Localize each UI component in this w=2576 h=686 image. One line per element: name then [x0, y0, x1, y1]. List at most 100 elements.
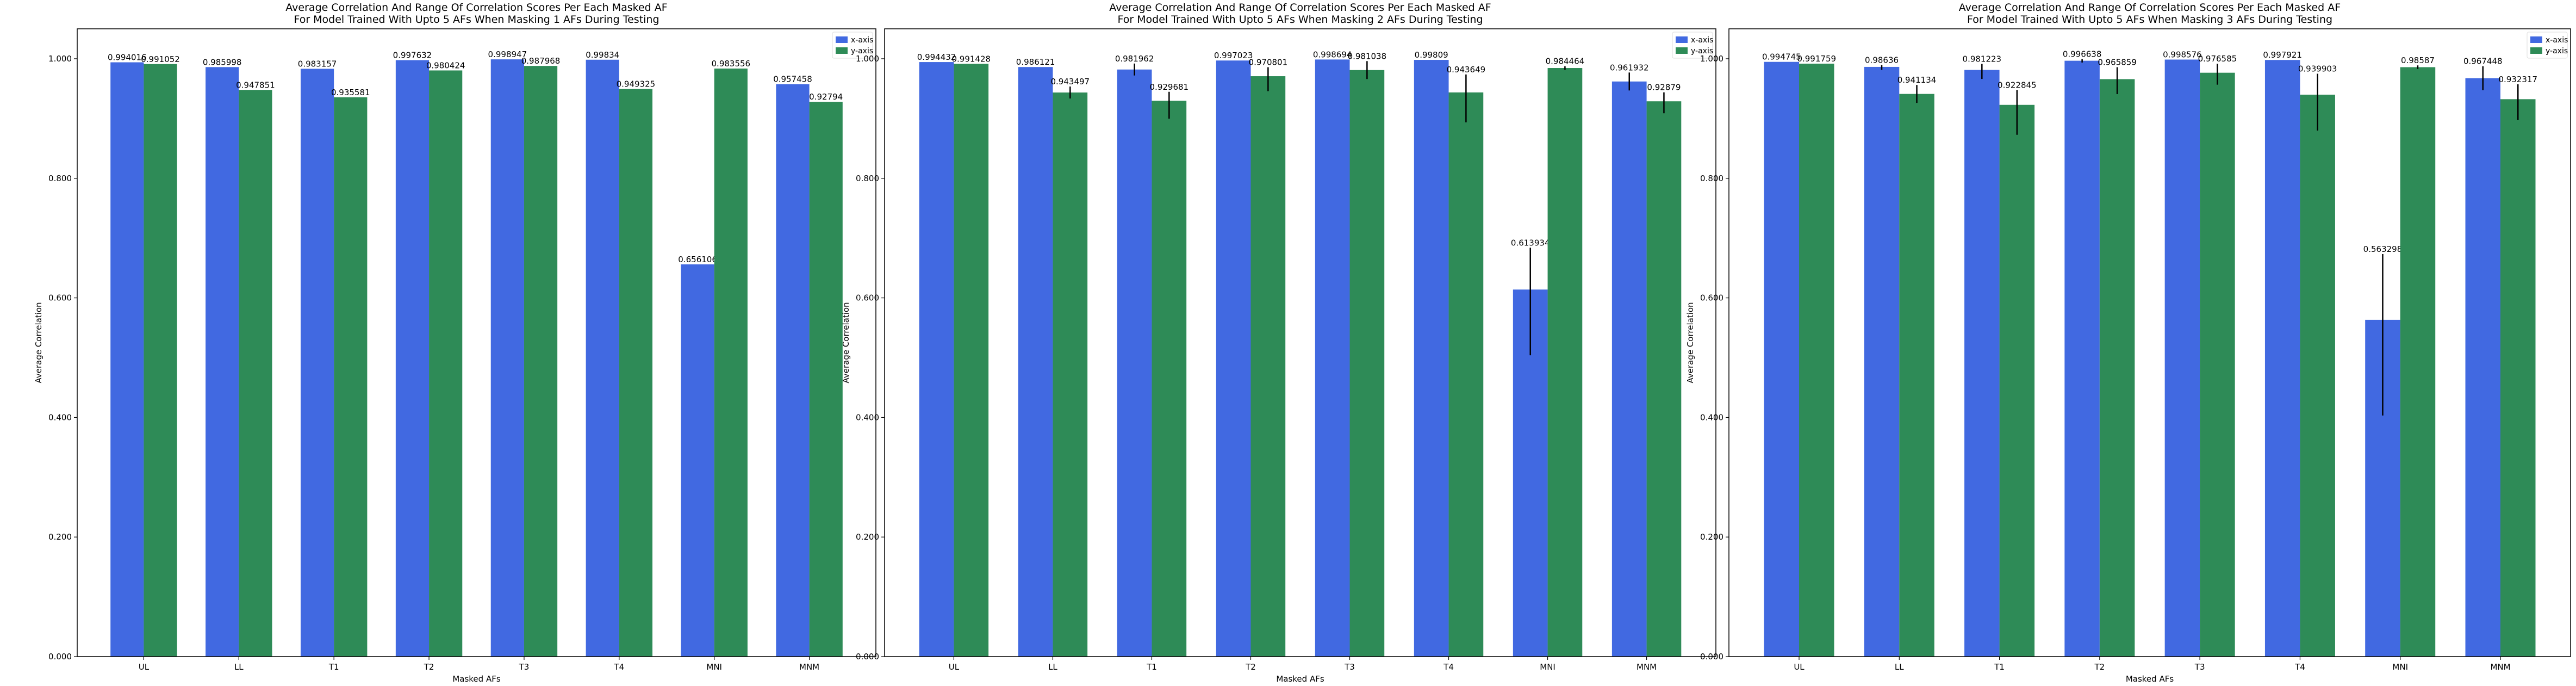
bar-x-ll: [206, 67, 239, 657]
bar-x-t4: [586, 59, 619, 657]
data-label: 0.98587: [2401, 55, 2435, 65]
bar-y-t4: [1448, 92, 1484, 657]
bar-x-mnm: [776, 84, 810, 657]
y-tick-label: 0.600: [1700, 293, 1723, 303]
x-axis-label: Masked AFs: [452, 674, 501, 684]
data-label: 0.998694: [1313, 50, 1352, 59]
bar-y-t1: [334, 97, 368, 657]
bar-y-mnm: [1646, 101, 1682, 657]
x-tick-label: T4: [1443, 662, 1454, 672]
x-tick-label: T1: [1146, 662, 1157, 672]
bar-x-t1: [1964, 70, 2000, 657]
x-tick-label: MNI: [1540, 662, 1555, 672]
legend-label: y-axis: [2546, 47, 2568, 55]
data-label: 0.943497: [1051, 77, 1090, 86]
y-tick-label: 1.000: [48, 54, 72, 64]
bar-y-t3: [1349, 70, 1385, 657]
legend: x-axis y-axis: [2527, 32, 2568, 59]
x-tick-label: UL: [949, 662, 960, 672]
x-tick-label: MNM: [799, 662, 819, 672]
x-tick-label: UL: [139, 662, 150, 672]
legend-swatch: [2530, 47, 2542, 54]
bar-y-ll: [1053, 92, 1088, 657]
y-tick-label: 0.600: [48, 293, 72, 303]
x-axis-label: Masked AFs: [1276, 674, 1324, 684]
data-label: 0.987968: [521, 56, 561, 66]
y-axis-label: Average Correlation: [34, 302, 43, 383]
data-label: 0.986121: [1016, 57, 1055, 67]
legend-swatch: [836, 36, 848, 43]
data-label: 0.656106: [678, 255, 717, 264]
bar-y-t3: [2200, 72, 2235, 657]
data-label: 0.981223: [1963, 54, 2002, 64]
y-tick-label: 1.000: [856, 54, 879, 64]
data-label: 0.563298: [2363, 244, 2403, 254]
x-tick-label: T3: [1344, 662, 1355, 672]
legend-label: x-axis: [1691, 36, 1713, 45]
data-label: 0.932317: [2498, 75, 2537, 84]
bar-x-ll: [1018, 67, 1053, 657]
bar-x-t3: [1315, 59, 1350, 657]
legend-label: y-axis: [851, 47, 873, 55]
data-label: 0.998576: [2163, 50, 2202, 60]
data-label: 0.613934: [1511, 238, 1550, 248]
bar-y-t4: [2300, 95, 2335, 657]
x-tick-label: T3: [519, 662, 530, 672]
y-tick-label: 0.000: [48, 652, 72, 662]
data-label: 0.981038: [1348, 51, 1387, 61]
data-label: 0.997632: [393, 51, 432, 60]
y-tick-label: 0.400: [856, 412, 879, 422]
data-label: 0.991052: [141, 54, 180, 64]
y-tick-label: 0.000: [856, 652, 879, 662]
x-tick-label: T4: [613, 662, 624, 672]
data-label: 0.967448: [2463, 57, 2503, 66]
axes-frame: [77, 28, 876, 657]
data-label: 0.99834: [586, 50, 619, 60]
bar-x-t1: [1117, 69, 1152, 657]
data-label: 0.929681: [1150, 82, 1189, 92]
data-label: 0.970801: [1249, 58, 1288, 67]
y-tick-label: 0.200: [1700, 532, 1723, 542]
x-tick-label: UL: [1794, 662, 1805, 672]
bar-y-t4: [619, 89, 653, 657]
y-tick-label: 0.800: [1700, 174, 1723, 183]
data-label: 0.941134: [1897, 75, 1937, 85]
legend-swatch: [836, 47, 848, 54]
x-tick-label: LL: [1048, 662, 1057, 672]
bar-x-t3: [490, 59, 524, 657]
chart-title: Average Correlation And Range Of Correla…: [1109, 2, 1491, 26]
axes-frame: [1728, 28, 2571, 657]
y-tick-label: 0.200: [48, 532, 72, 542]
bar-x-t2: [2064, 60, 2100, 657]
x-tick-label: T2: [1245, 662, 1256, 672]
bar-y-ul: [954, 64, 989, 657]
x-tick-label: LL: [1895, 662, 1904, 672]
bar-x-ll: [1864, 66, 1900, 657]
bar-y-t3: [524, 66, 558, 657]
data-label: 0.991759: [1797, 54, 1836, 64]
y-tick-label: 1.000: [1700, 54, 1723, 64]
bar-x-mnm: [2465, 78, 2500, 657]
legend-swatch: [2530, 36, 2542, 43]
data-label: 0.939903: [2298, 64, 2337, 74]
chart-title: Average Correlation And Range Of Correla…: [1959, 2, 2341, 26]
bar-x-t2: [395, 60, 430, 657]
bar-y-ll: [239, 90, 272, 657]
bar-x-ul: [110, 62, 144, 657]
chart-panel-1: 0.994016 0.985998 0.983157 0.997632 0.998947…: [34, 2, 876, 684]
y-tick-label: 0.600: [856, 293, 879, 303]
data-label: 0.996638: [2063, 49, 2102, 59]
data-label: 0.997023: [1214, 51, 1253, 60]
legend-label: x-axis: [2546, 36, 2568, 45]
x-tick-label: T3: [2194, 662, 2205, 672]
chart-title: Average Correlation And Range Of Correla…: [285, 2, 667, 26]
bar-y-t2: [1250, 76, 1286, 657]
data-label: 0.991428: [951, 54, 991, 64]
data-label: 0.976585: [2198, 54, 2237, 64]
data-label: 0.994432: [917, 52, 956, 62]
x-tick-label: MNI: [706, 662, 722, 672]
x-tick-label: MNM: [2490, 662, 2510, 672]
y-tick-label: 0.200: [856, 532, 879, 542]
y-tick-label: 0.400: [48, 412, 72, 422]
